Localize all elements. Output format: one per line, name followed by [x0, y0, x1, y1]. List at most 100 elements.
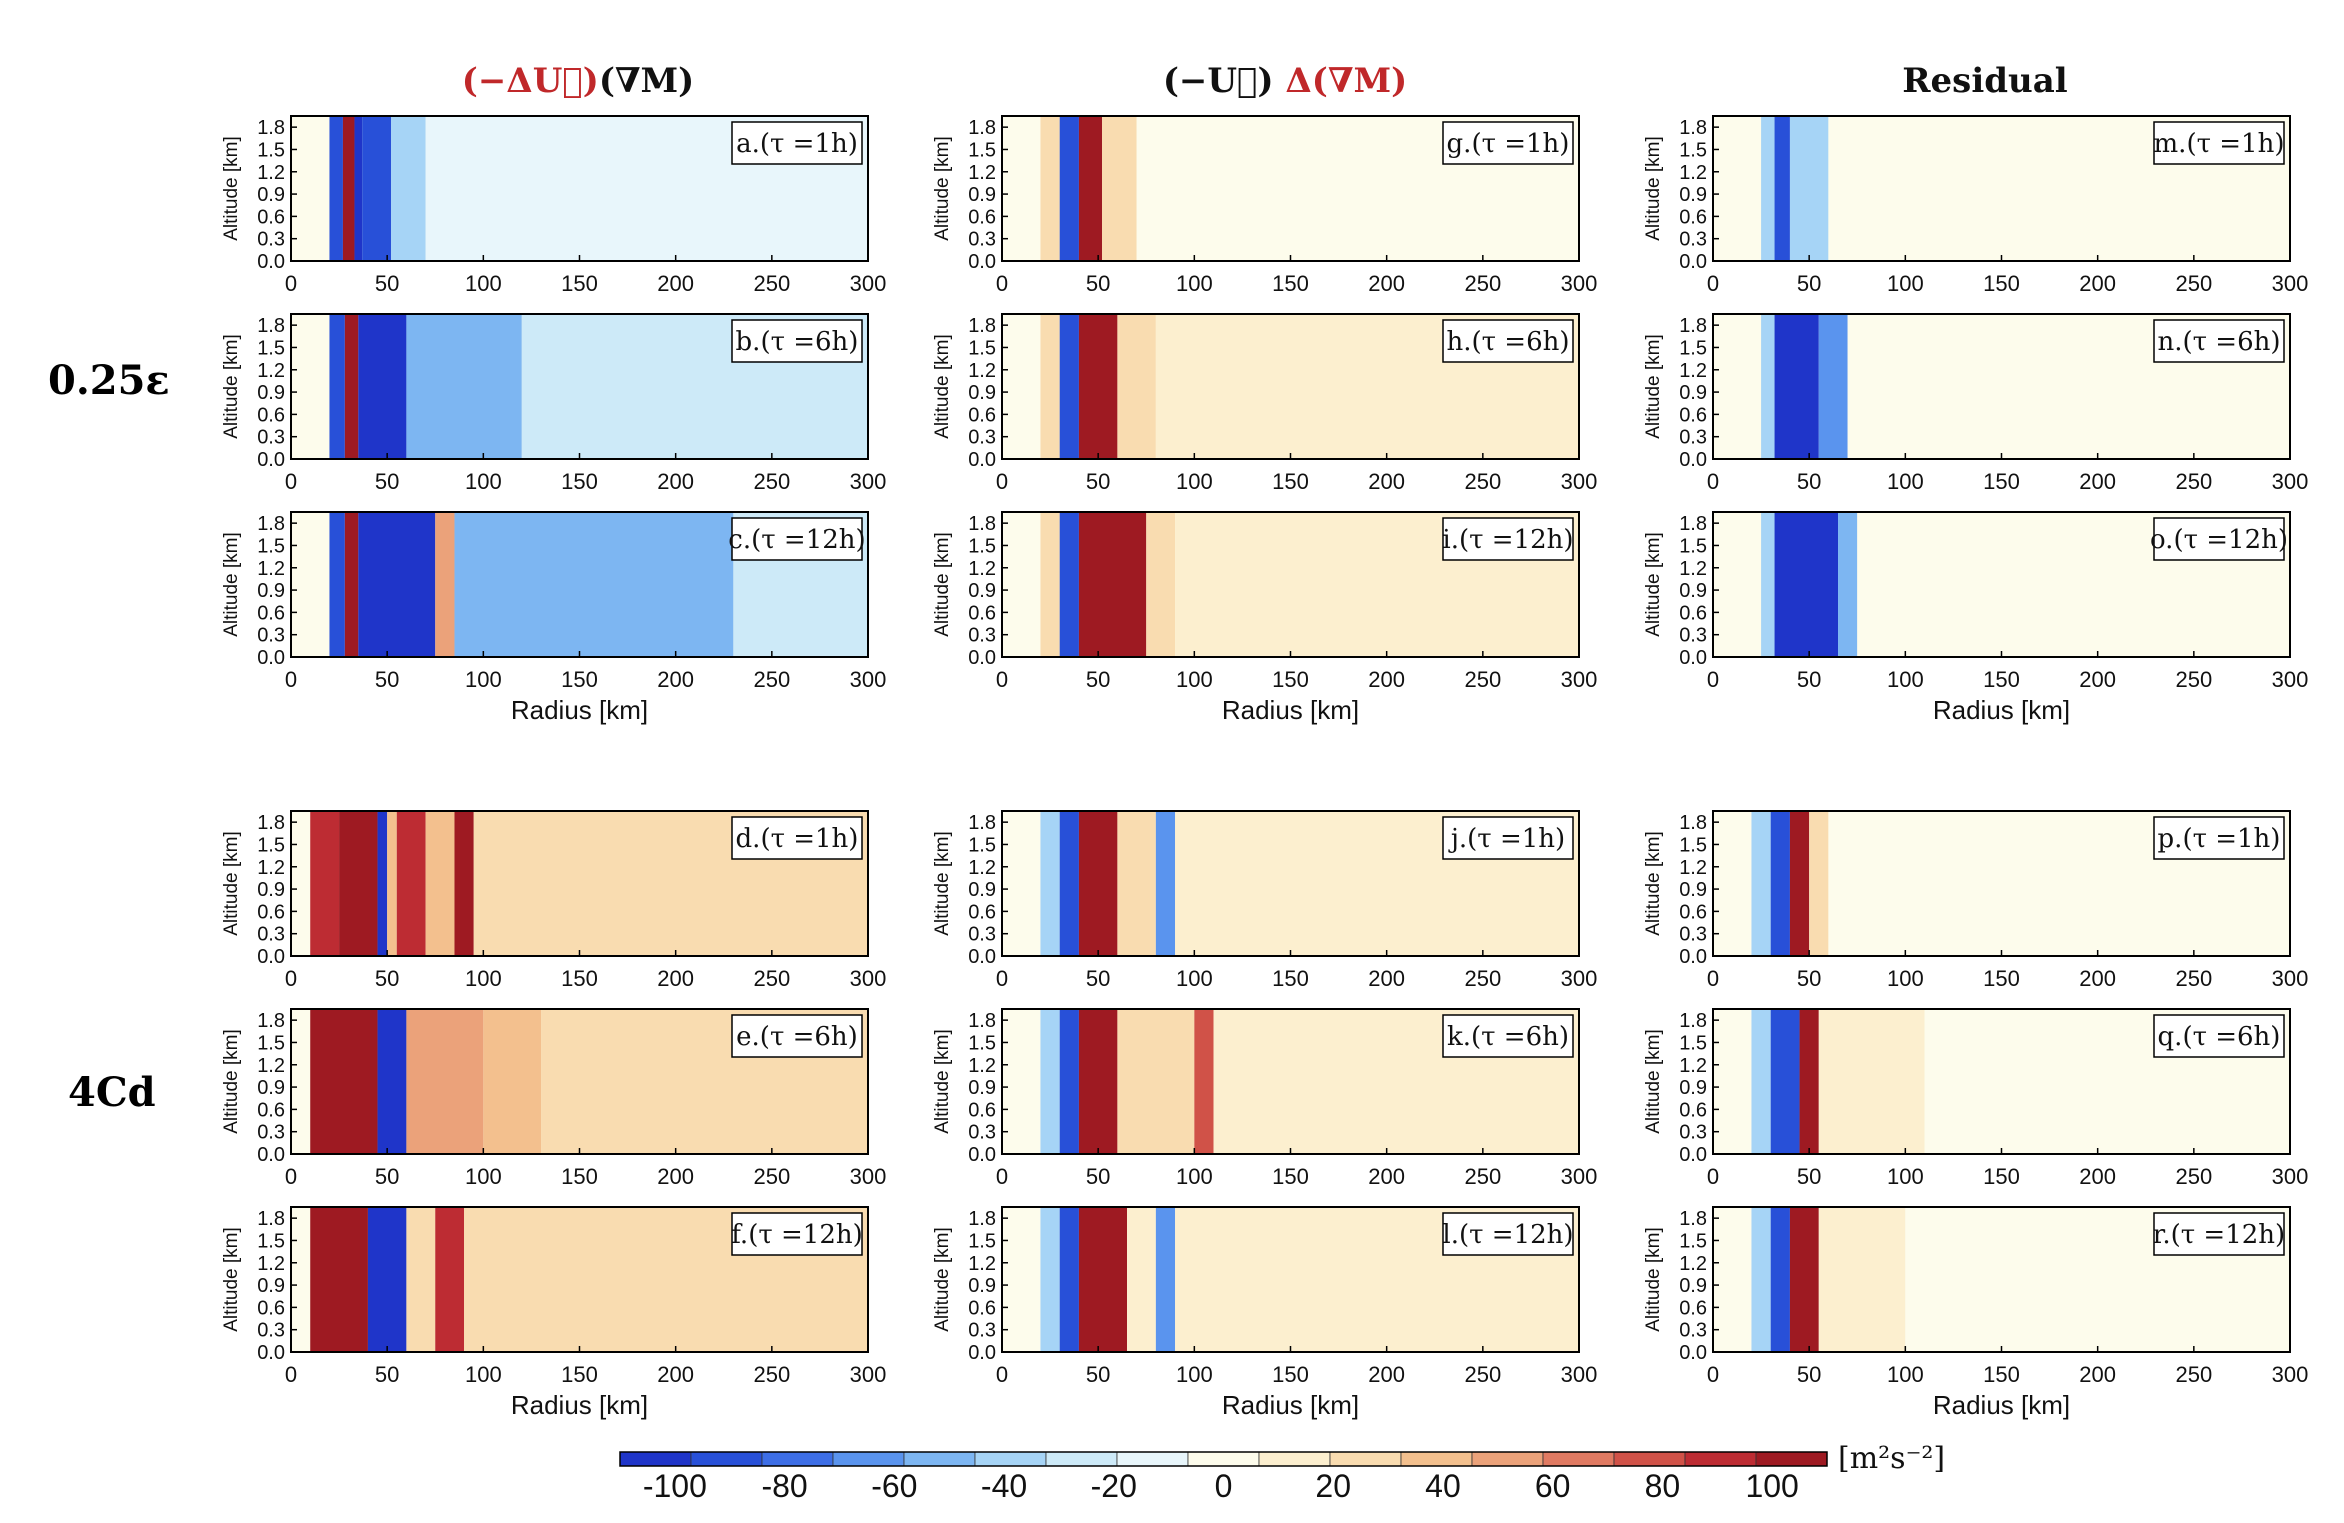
y-tick-label: 0.3 — [968, 427, 996, 449]
panel-h: 0.00.30.60.91.21.51.8 Altitude [km] 0 50 100… — [932, 313, 1598, 494]
x-tick-label: 100 — [1176, 1362, 1213, 1387]
x-tick-label: 300 — [1561, 469, 1598, 494]
band-c-3 — [435, 512, 455, 657]
y-axis-label: Altitude [km] — [932, 1029, 953, 1134]
panel-label: l.(τ =12h) — [1442, 1220, 1573, 1250]
panel-a: 0.00.30.60.91.21.51.8 Altitude [km] 0 50 100… — [221, 115, 886, 296]
band-d-6 — [454, 811, 474, 956]
colorbar-segment — [1755, 1451, 1828, 1467]
x-tick-label: 50 — [375, 966, 399, 991]
panel-q: 0.00.30.60.91.21.51.8 Altitude [km] 0 50 100… — [1643, 1008, 2308, 1189]
y-tick-label: 1.2 — [1679, 162, 1707, 184]
band-r-3 — [1818, 1207, 1906, 1352]
band-d-5 — [425, 811, 455, 956]
panel-label: r.(τ =12h) — [2153, 1220, 2285, 1250]
x-tick-label: 200 — [2079, 667, 2116, 692]
x-tick-label: 250 — [1464, 271, 1501, 296]
x-tick-label: 100 — [1887, 966, 1924, 991]
x-tick-label: 150 — [1983, 667, 2020, 692]
y-tick-label: 1.8 — [257, 1010, 285, 1032]
y-tick-label: 1.2 — [257, 1055, 285, 1077]
x-tick-label: 0 — [1707, 1362, 1719, 1387]
band-g-0 — [1040, 116, 1060, 261]
band-b-0 — [329, 314, 345, 459]
y-tick-label: 1.5 — [968, 1230, 996, 1252]
y-tick-label: 1.8 — [968, 1010, 996, 1032]
y-axis-label: Altitude [km] — [1643, 1029, 1664, 1134]
colorbar-segment — [690, 1451, 763, 1467]
panel-label-box — [1442, 121, 1574, 165]
y-tick-label: 0.3 — [1679, 625, 1707, 647]
y-axis-label: Altitude [km] — [932, 532, 953, 637]
y-tick-label: 0.9 — [1679, 580, 1707, 602]
colorbar-segment — [903, 1451, 976, 1467]
x-tick-label: 0 — [996, 966, 1008, 991]
y-tick-label: 0.0 — [257, 449, 285, 471]
panel-label-box — [1442, 816, 1574, 860]
x-tick-label: 300 — [1561, 1164, 1598, 1189]
band-f-2 — [406, 1207, 436, 1352]
y-axis-label: Altitude [km] — [221, 136, 242, 241]
x-tick-label: 250 — [753, 1362, 790, 1387]
y-tick-label: 0.9 — [968, 382, 996, 404]
band-o-2 — [1838, 512, 1858, 657]
y-tick-label: 0.9 — [968, 879, 996, 901]
panel-label: q.(τ =6h) — [2158, 1022, 2281, 1052]
panel-label: i.(τ =12h) — [1442, 525, 1573, 555]
x-tick-label: 100 — [465, 469, 502, 494]
band-e-2 — [406, 1009, 484, 1154]
band-p-2 — [1789, 811, 1810, 956]
x-tick-label: 100 — [1887, 1164, 1924, 1189]
y-tick-label: 0.0 — [257, 1342, 285, 1364]
x-tick-label: 0 — [285, 271, 297, 296]
colorbar-tick-label: -100 — [643, 1468, 707, 1504]
y-tick-label: 0.0 — [968, 946, 996, 968]
band-j-0 — [1040, 811, 1060, 956]
panel-label: d.(τ =1h) — [736, 824, 859, 854]
band-i-3 — [1146, 512, 1176, 657]
x-tick-label: 150 — [1272, 1362, 1309, 1387]
y-tick-label: 0.0 — [1679, 449, 1707, 471]
band-k-3 — [1117, 1009, 1195, 1154]
band-h-1 — [1059, 314, 1079, 459]
band-p-1 — [1770, 811, 1790, 956]
y-tick-label: 1.5 — [257, 1230, 285, 1252]
band-e-1 — [377, 1009, 407, 1154]
x-tick-label: 50 — [1797, 271, 1821, 296]
band-m-2 — [1789, 116, 1829, 261]
x-tick-label: 0 — [1707, 1164, 1719, 1189]
x-axis-label: Radius [km] — [1222, 1390, 1359, 1420]
y-tick-label: 1.8 — [257, 513, 285, 535]
y-tick-label: 1.5 — [968, 337, 996, 359]
y-tick-label: 0.3 — [968, 625, 996, 647]
band-a-1 — [342, 116, 355, 261]
band-f-1 — [367, 1207, 407, 1352]
band-a-4 — [391, 116, 426, 261]
panel-f: 0.00.30.60.91.21.51.8 Altitude [km] 0 50 100… — [221, 1206, 886, 1420]
x-tick-label: 200 — [657, 966, 694, 991]
y-tick-label: 0.3 — [257, 1320, 285, 1342]
band-g-3 — [1102, 116, 1137, 261]
panel-b: 0.00.30.60.91.21.51.8 Altitude [km] 0 50 100… — [221, 313, 886, 494]
panel-j: 0.00.30.60.91.21.51.8 Altitude [km] 0 50 100… — [932, 810, 1597, 991]
column-titles: (−ΔU⃗)(∇M) (−U⃗) Δ(∇M) Residual — [462, 61, 2068, 101]
x-tick-label: 100 — [1887, 271, 1924, 296]
x-tick-label: 200 — [1368, 469, 1405, 494]
y-tick-label: 0.3 — [257, 427, 285, 449]
y-tick-label: 1.2 — [1679, 857, 1707, 879]
panel-label: b.(τ =6h) — [736, 327, 859, 357]
y-tick-label: 0.0 — [968, 1342, 996, 1364]
band-q-0 — [1751, 1009, 1771, 1154]
band-j-4 — [1155, 811, 1176, 956]
y-tick-label: 0.9 — [968, 1077, 996, 1099]
x-tick-label: 250 — [2175, 271, 2212, 296]
band-b-3 — [406, 314, 522, 459]
colorbar-tick-label: 60 — [1535, 1468, 1571, 1504]
x-tick-label: 0 — [285, 1362, 297, 1387]
panel-label: o.(τ =12h) — [2150, 525, 2288, 555]
band-o-1 — [1774, 512, 1839, 657]
panel-label-box — [2153, 1212, 2285, 1256]
panel-k: 0.00.30.60.91.21.51.8 Altitude [km] 0 50 100… — [932, 1008, 1598, 1189]
y-axis-label: Altitude [km] — [1643, 136, 1664, 241]
x-tick-label: 150 — [561, 1164, 598, 1189]
